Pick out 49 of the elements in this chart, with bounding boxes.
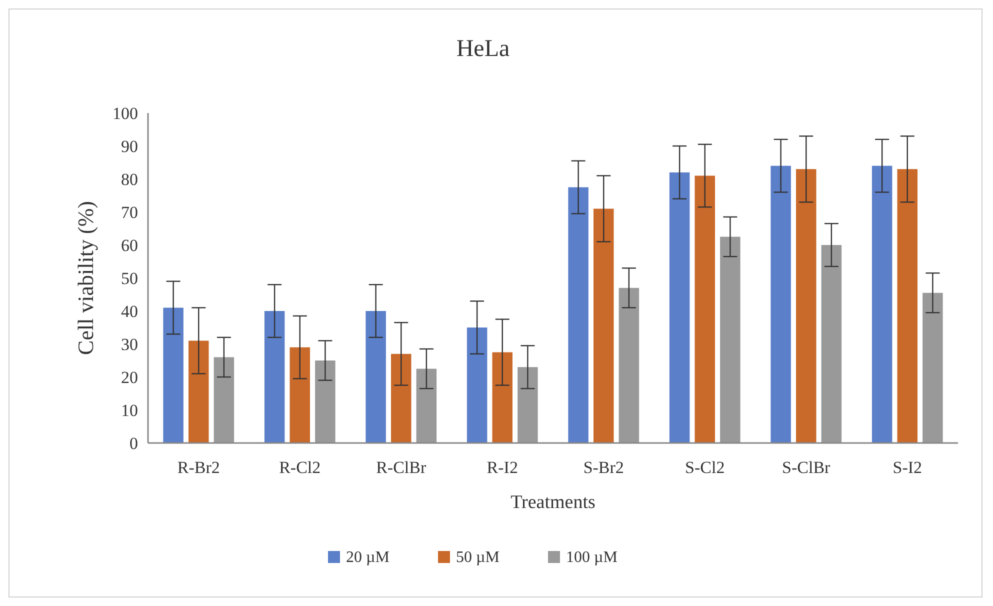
y-tick-label: 70	[121, 202, 138, 222]
legend-label: 50 µM	[456, 549, 500, 566]
bar	[618, 288, 640, 443]
bar	[264, 311, 285, 443]
bar	[872, 166, 892, 443]
x-tick-label: R-Br2	[177, 458, 220, 477]
bar	[796, 169, 816, 443]
bar	[214, 357, 234, 443]
y-axis-title: Cell viability (%)	[73, 201, 98, 355]
bar	[290, 347, 310, 443]
bar	[669, 172, 690, 443]
bar	[518, 367, 538, 443]
x-tick-label: S-Br2	[583, 458, 624, 477]
legend-label: 20 µM	[346, 549, 390, 566]
bar	[416, 368, 437, 443]
bar	[315, 360, 336, 443]
bar	[391, 354, 412, 443]
bar	[188, 340, 209, 443]
bar	[720, 236, 740, 443]
bar	[492, 352, 512, 443]
x-tick-label: R-ClBr	[376, 458, 426, 477]
bar	[466, 328, 488, 443]
bar	[163, 308, 184, 443]
x-tick-label: R-I2	[486, 458, 518, 477]
y-tick-label: 60	[121, 236, 138, 255]
chart-title: HeLa	[456, 36, 510, 62]
bar	[897, 169, 918, 443]
bar	[821, 245, 842, 443]
y-tick-label: 10	[121, 400, 138, 420]
x-axis-title: Treatments	[510, 492, 596, 513]
bar	[922, 292, 943, 443]
bar	[568, 187, 588, 443]
bar	[694, 176, 715, 443]
x-tick-label: R-Cl2	[279, 458, 321, 477]
y-tick-label: 40	[121, 302, 138, 321]
y-tick-label: 20	[121, 368, 138, 387]
bar	[770, 166, 791, 443]
y-tick-label: 90	[121, 136, 138, 156]
y-tick-label: 100	[112, 104, 138, 123]
x-tick-label: S-I2	[892, 458, 922, 477]
y-tick-label: 50	[121, 268, 138, 288]
bar	[594, 208, 614, 443]
x-tick-label: S-ClBr	[782, 458, 831, 477]
x-tick-label: S-Cl2	[685, 458, 725, 477]
y-tick-label: 30	[121, 334, 138, 354]
y-tick-label: 0	[130, 434, 138, 453]
y-tick-label: 80	[121, 170, 138, 189]
bar	[366, 311, 386, 443]
legend-label: 100 µM	[566, 549, 618, 566]
